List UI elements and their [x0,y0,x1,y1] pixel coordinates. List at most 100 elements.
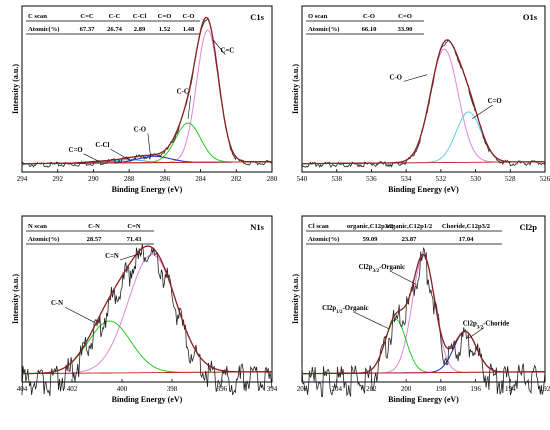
table-header: Cl scan [308,223,329,230]
peak-component-0 [302,48,546,165]
peak-component-0 [22,29,273,165]
x-tick-label: 398 [167,385,178,393]
peak-label: C=C [221,48,235,55]
x-tick-label: 204 [331,385,342,393]
annotation-leader [353,311,389,330]
table-cell: Atomic(%) [308,236,340,243]
annotation-leader [119,252,143,261]
envelope-fit [302,253,546,375]
x-tick-label: 394 [267,385,278,393]
envelope-fit [22,245,273,375]
x-tick-label: 400 [117,385,128,393]
x-tick-label: 538 [331,175,342,183]
annotation-leader [468,327,485,339]
table-cell: 66.10 [362,26,378,33]
plot-frame [301,5,546,173]
atomic-table: C scan C=C C-C C-Cl C=O C-O Atomic(%) 67.37 26.7… [26,13,200,35]
atomic-table: N scan C-N C=N Atomic(%) 28.57 71.43 [26,223,154,245]
x-tick-label: 196 [470,385,481,393]
peak-label: C-O [389,74,401,81]
peak-label: Cl2p1/2-Organic [322,305,368,315]
table-header: Choride,C12p3/2 [442,223,491,230]
panel-title: Cl2p [520,222,538,232]
annotation-leader [110,148,130,160]
peak-label: C-O [134,126,146,133]
peak-component-1 [22,320,273,375]
peak-label: C-C [177,89,189,96]
raw-spectrum [301,39,546,169]
table-header: N scan [28,223,47,230]
annotation-leader [212,39,226,55]
x-tick-label: 282 [231,175,242,183]
table-header: organic,C12p1/2 [386,223,433,230]
y-axis-label: Intensity (a.u.) [291,64,300,114]
y-axis-label: Intensity (a.u.) [11,274,20,324]
table-cell: 33.90 [398,26,414,33]
table-cell: Atomic(%) [28,236,60,243]
x-axis-label: Binding Energy (eV) [388,395,459,404]
panel-c1s: 294 292 290 288 286 284 282 280 Binding Energy (… [11,5,278,194]
x-tick-label: 294 [17,175,28,183]
y-axis-label: Intensity (a.u.) [11,64,20,114]
envelope-fit [22,16,273,165]
table-header: C-C [109,13,121,20]
peak-component-0 [302,255,546,375]
annotation-leader [83,153,99,162]
table-cell: Atomic(%) [28,26,60,33]
table-header: C=N [127,223,141,230]
table-cell: Atomic(%) [308,26,340,33]
peak-component-2 [302,330,546,375]
x-tick-label: 292 [52,175,63,183]
table-cell: 59.09 [363,236,379,243]
table-header: C-N [88,223,100,230]
x-axis-label: Binding Energy (eV) [388,185,459,194]
plot-frame [21,215,273,383]
table-cell: 71.43 [127,236,143,243]
table-cell: 17.04 [459,236,475,243]
peak-label: C-Cl [95,142,109,149]
peak-label: C-N [51,300,63,307]
peak-label: C=N [105,253,119,260]
table-header: O scan [308,13,328,20]
panel-title: O1s [523,12,538,22]
table-header: C-O [363,13,375,20]
table-cell: 2.89 [134,26,146,33]
x-tick-label: 396 [217,385,228,393]
annotation-leader [389,270,417,285]
x-tick-label: 534 [401,175,412,183]
table-cell: 26.74 [107,26,123,33]
peak-component-1 [302,111,546,165]
x-tick-label: 290 [88,175,99,183]
x-tick-label: 530 [470,175,481,183]
table-cell: 28.57 [87,236,103,243]
annotation-leader [64,306,95,323]
x-tick-label: 288 [124,175,135,183]
table-header: C=C [80,13,94,20]
panel-title: N1s [250,222,264,232]
x-tick-label: 192 [540,385,550,393]
x-tick-label: 532 [436,175,447,183]
raw-spectrum [21,244,273,397]
y-axis-label: Intensity (a.u.) [291,274,300,324]
x-tick-label: 198 [436,385,447,393]
annotation-leader [187,95,192,119]
x-axis-label: Binding Energy (eV) [112,185,183,194]
table-header: C=O [158,13,172,20]
x-tick-label: 402 [67,385,78,393]
x-tick-label: 526 [540,175,550,183]
x-tick-label: 536 [366,175,377,183]
envelope-fit [302,39,546,165]
peak-label: Cl2p3/2-Organic [359,264,405,274]
x-tick-label: 200 [401,385,412,393]
table-header: C scan [28,13,47,20]
table-cell: 1.52 [159,26,171,33]
table-cell: 1.48 [183,26,195,33]
raw-spectrum [21,18,273,168]
x-tick-label: 194 [505,385,516,393]
table-header: C-O [182,13,194,20]
peak-label: Cl2p3/2-Choride [463,321,509,331]
atomic-table: O scan C-O C=O Atomic(%) 66.10 33.90 [306,13,424,35]
